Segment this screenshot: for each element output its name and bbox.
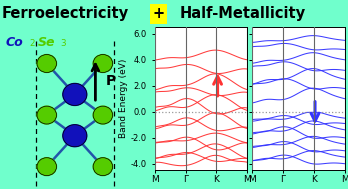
- Circle shape: [93, 158, 113, 176]
- Circle shape: [37, 55, 56, 72]
- Text: $_2$: $_2$: [29, 36, 36, 49]
- Text: Ferroelectricity: Ferroelectricity: [2, 6, 129, 21]
- Text: $_3$: $_3$: [60, 36, 67, 49]
- Text: Se: Se: [37, 36, 55, 49]
- Circle shape: [63, 84, 87, 105]
- Circle shape: [37, 158, 56, 176]
- Y-axis label: Band Energy (eV): Band Energy (eV): [119, 59, 128, 138]
- Circle shape: [93, 55, 113, 72]
- Text: P: P: [106, 74, 116, 88]
- Text: +: +: [152, 6, 164, 21]
- Circle shape: [93, 106, 113, 124]
- Circle shape: [63, 125, 87, 147]
- Text: Half-Metallicity: Half-Metallicity: [179, 6, 305, 21]
- Circle shape: [37, 106, 56, 124]
- Text: Co: Co: [6, 36, 23, 49]
